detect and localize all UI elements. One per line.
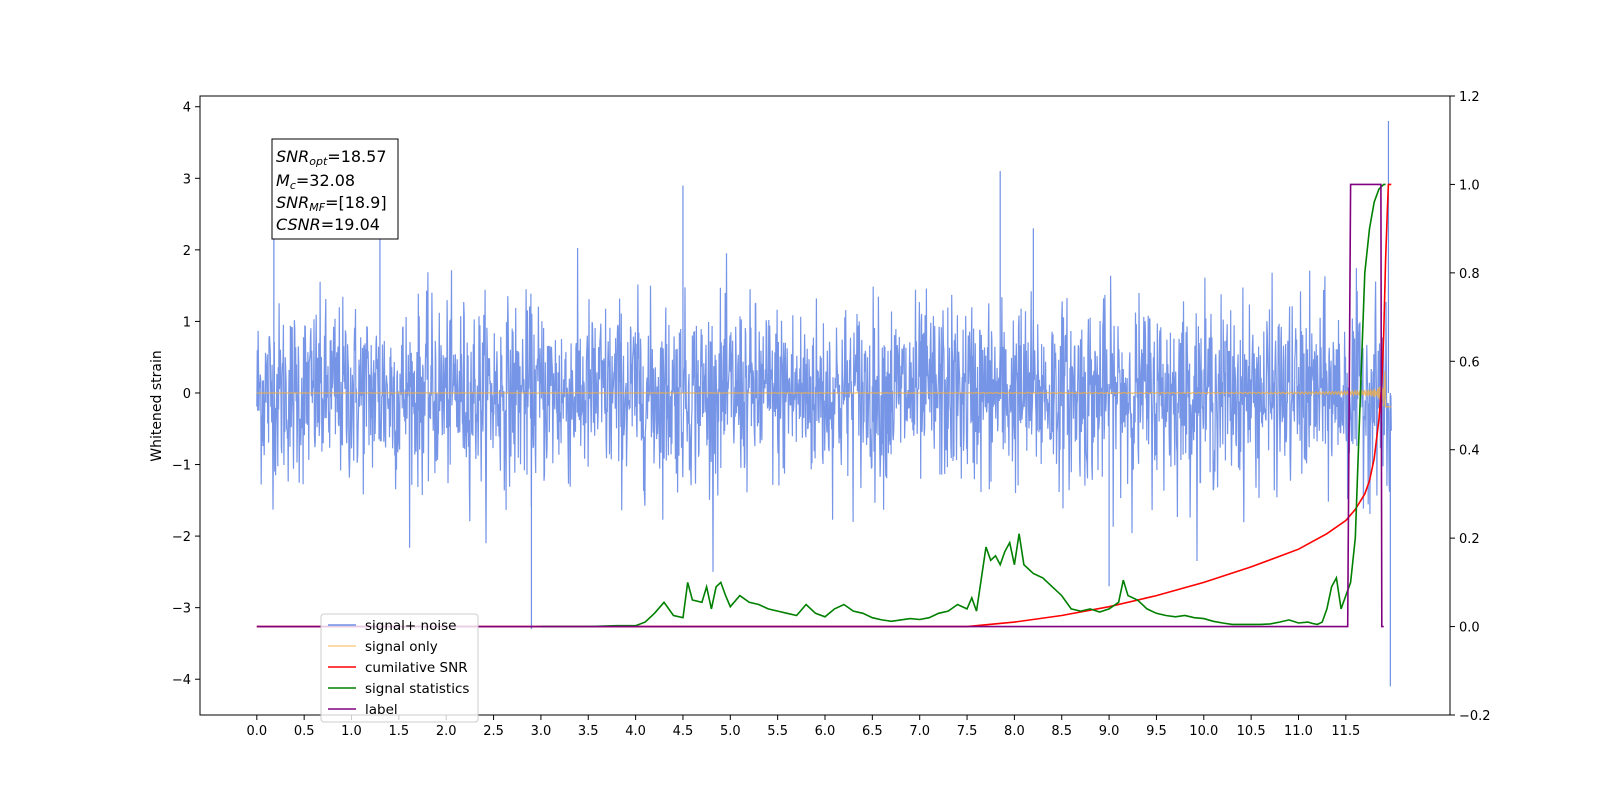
x-tick-label: 0.0 xyxy=(246,724,267,739)
y2-tick-label: 0.6 xyxy=(1459,355,1480,370)
x-tick-label: 3.0 xyxy=(531,724,552,739)
x-axis: 0.0 0.5 1.0 1.5 2.0 2.5 3.0 3.5 4.0 4.5 5.0 5.5 6.0 6… xyxy=(246,715,1360,739)
x-tick-label: 8.5 xyxy=(1051,724,1072,739)
x-tick-label: 9.5 xyxy=(1146,724,1167,739)
x-tick-label: 9.0 xyxy=(1099,724,1120,739)
y-tick-label: 1 xyxy=(183,315,191,330)
x-tick-label: 7.5 xyxy=(957,724,978,739)
y2-tick-label: 0.4 xyxy=(1459,444,1480,459)
y-tick-label: 4 xyxy=(183,101,191,116)
legend: signal+ noise signal only cumilative SNR… xyxy=(320,613,479,723)
y2-tick-label: 1.2 xyxy=(1459,90,1480,105)
snr-opt-annotation: SNRopt=18.57 xyxy=(276,147,387,168)
x-tick-label: 6.0 xyxy=(815,724,836,739)
legend-label-signal-only: signal only xyxy=(365,639,438,655)
y-tick-label: −3 xyxy=(172,602,191,617)
y-tick-label: −2 xyxy=(172,530,191,545)
y-tick-label: 0 xyxy=(183,387,191,402)
x-tick-label: 7.0 xyxy=(909,724,930,739)
series-signal-only xyxy=(256,371,1392,408)
y2-tick-label: 0.0 xyxy=(1459,621,1480,636)
x-tick-label: 4.0 xyxy=(625,724,646,739)
y-axis-left: 4 3 2 1 0 −1 −2 −3 −4 xyxy=(172,101,200,688)
y-tick-label: −4 xyxy=(172,673,191,688)
y2-tick-label: −0.2 xyxy=(1459,709,1491,724)
x-tick-label: 1.5 xyxy=(389,724,410,739)
snr-mf-annotation: SNRMF=[18.9] xyxy=(276,193,387,214)
y-axis-right: 1.2 1.0 0.8 0.6 0.4 0.2 0.0 −0.2 xyxy=(1450,90,1491,724)
x-tick-label: 10.0 xyxy=(1189,724,1218,739)
x-tick-label: 0.5 xyxy=(294,724,315,739)
series-signal-statistics xyxy=(540,183,1386,628)
legend-label-signal-statistics: signal statistics xyxy=(365,681,469,697)
legend-label-signal-noise: signal+ noise xyxy=(365,618,456,634)
y-tick-label: 2 xyxy=(183,244,191,259)
x-tick-label: 5.5 xyxy=(767,724,788,739)
x-tick-label: 11.0 xyxy=(1284,724,1313,739)
y2-tick-label: 0.2 xyxy=(1459,532,1480,547)
x-tick-label: 3.5 xyxy=(578,724,599,739)
strain-layer xyxy=(256,121,1392,687)
x-tick-label: 10.5 xyxy=(1237,724,1266,739)
x-tick-label: 11.5 xyxy=(1331,724,1360,739)
legend-frame xyxy=(320,613,479,723)
x-tick-label: 2.5 xyxy=(483,724,504,739)
legend-label-cumilative-snr: cumilative SNR xyxy=(365,660,468,676)
y-tick-label: 3 xyxy=(183,172,191,187)
y-tick-label: −1 xyxy=(172,459,191,474)
y-axis-label: Whitened strain xyxy=(149,350,165,461)
x-tick-label: 2.0 xyxy=(436,724,457,739)
x-tick-label: 5.0 xyxy=(720,724,741,739)
y2-tick-label: 1.0 xyxy=(1459,178,1480,193)
x-tick-label: 8.0 xyxy=(1004,724,1025,739)
x-tick-label: 1.0 xyxy=(341,724,362,739)
x-tick-label: 4.5 xyxy=(673,724,694,739)
y2-tick-label: 0.8 xyxy=(1459,267,1480,282)
series-label xyxy=(256,183,1384,628)
right-axis-layer xyxy=(256,183,1392,628)
legend-label-label: label xyxy=(365,702,398,718)
x-tick-label: 6.5 xyxy=(862,724,883,739)
csnr-annotation: CSNR=19.04 xyxy=(276,215,380,234)
mc-annotation: Mc=32.08 xyxy=(276,171,355,192)
info-box: SNRopt=18.57 Mc=32.08 SNRMF=[18.9] CSNR=… xyxy=(271,138,399,240)
series-signal-noise xyxy=(256,247,1392,572)
